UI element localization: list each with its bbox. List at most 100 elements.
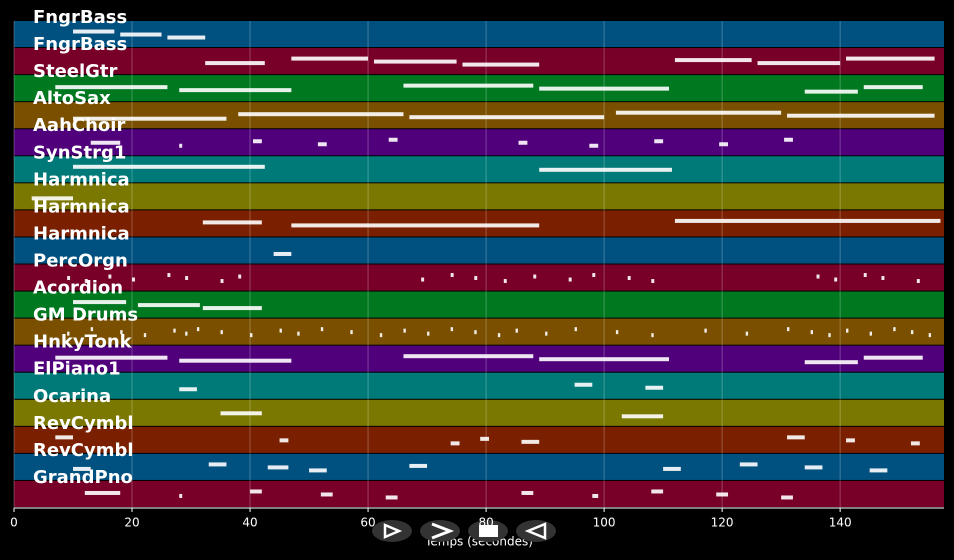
note: [179, 493, 183, 498]
note: [320, 327, 324, 332]
note: [67, 276, 71, 281]
track-band: [14, 21, 944, 48]
x-tick-label: 60: [360, 516, 375, 530]
note: [893, 327, 896, 332]
note: [279, 438, 289, 443]
note: [916, 279, 920, 284]
note: [539, 86, 670, 91]
note: [403, 354, 534, 359]
note: [719, 142, 729, 147]
track-label: Harmnica: [33, 169, 130, 190]
note: [716, 492, 729, 497]
track-band: [14, 399, 944, 426]
note: [739, 462, 758, 467]
note: [654, 139, 664, 144]
note: [592, 493, 599, 498]
note: [787, 327, 790, 332]
note: [309, 468, 327, 473]
note: [273, 251, 292, 256]
note: [615, 110, 782, 115]
note: [592, 273, 596, 278]
note: [297, 331, 300, 336]
note: [238, 274, 242, 279]
note: [179, 143, 183, 148]
note: [828, 333, 831, 338]
track-label: SteelGtr: [33, 61, 118, 82]
note: [674, 218, 941, 223]
previous-button[interactable]: [516, 520, 556, 542]
note: [179, 88, 292, 93]
next-button[interactable]: [420, 520, 460, 542]
note: [167, 35, 206, 40]
note: [108, 274, 112, 279]
x-tick-label: 20: [124, 516, 139, 530]
x-tick-label: 100: [593, 516, 616, 530]
note: [143, 333, 147, 338]
note: [137, 303, 200, 308]
note: [350, 330, 353, 335]
x-tick-label: 120: [711, 516, 734, 530]
note: [869, 331, 873, 336]
track-band: [14, 318, 944, 345]
stop-button[interactable]: [468, 520, 508, 542]
track-band: [14, 75, 944, 102]
note: [450, 327, 454, 332]
x-tick-label: 80: [478, 516, 493, 530]
note: [474, 330, 477, 335]
note: [208, 462, 227, 467]
note: [373, 59, 457, 64]
track-label: FngrBass: [33, 34, 127, 55]
note: [120, 32, 162, 37]
note: [173, 328, 176, 333]
track-label: Acordion: [33, 278, 123, 299]
note: [185, 276, 189, 281]
note: [267, 465, 289, 470]
note: [621, 414, 664, 419]
x-tick-label: 0: [10, 516, 18, 530]
note: [545, 331, 548, 336]
note: [120, 330, 123, 335]
note: [663, 466, 681, 471]
note: [320, 492, 333, 497]
note: [869, 468, 888, 473]
note: [568, 277, 572, 282]
note: [55, 435, 74, 440]
note: [881, 276, 885, 281]
track-label: FngrBass: [33, 7, 127, 28]
track-label: ElPiano1: [33, 359, 121, 380]
note: [409, 463, 428, 468]
note: [73, 466, 91, 471]
note: [450, 273, 454, 278]
note: [252, 139, 262, 144]
note: [220, 411, 262, 416]
note: [787, 113, 935, 118]
track-label: PercOrgn: [33, 251, 128, 272]
note: [450, 441, 460, 446]
note: [863, 273, 867, 278]
note: [132, 277, 135, 282]
note: [250, 489, 262, 494]
track-label: AahChoir: [33, 115, 125, 136]
track-label: Harmnica: [33, 196, 130, 217]
media-controls: [372, 520, 556, 542]
play-button[interactable]: [372, 520, 412, 542]
note: [179, 387, 197, 392]
note: [403, 83, 534, 88]
note: [787, 435, 805, 440]
track-band: [14, 453, 944, 480]
track-band: [14, 129, 944, 156]
note: [317, 142, 327, 147]
note: [55, 355, 168, 360]
note: [651, 333, 654, 338]
note: [745, 331, 749, 336]
note: [474, 276, 478, 281]
note: [704, 328, 707, 333]
note: [574, 327, 577, 332]
track-band: [14, 183, 944, 210]
note: [627, 276, 631, 281]
note: [196, 327, 200, 332]
note: [73, 29, 115, 34]
note: [521, 439, 540, 444]
note: [427, 331, 430, 336]
note: [651, 279, 655, 284]
